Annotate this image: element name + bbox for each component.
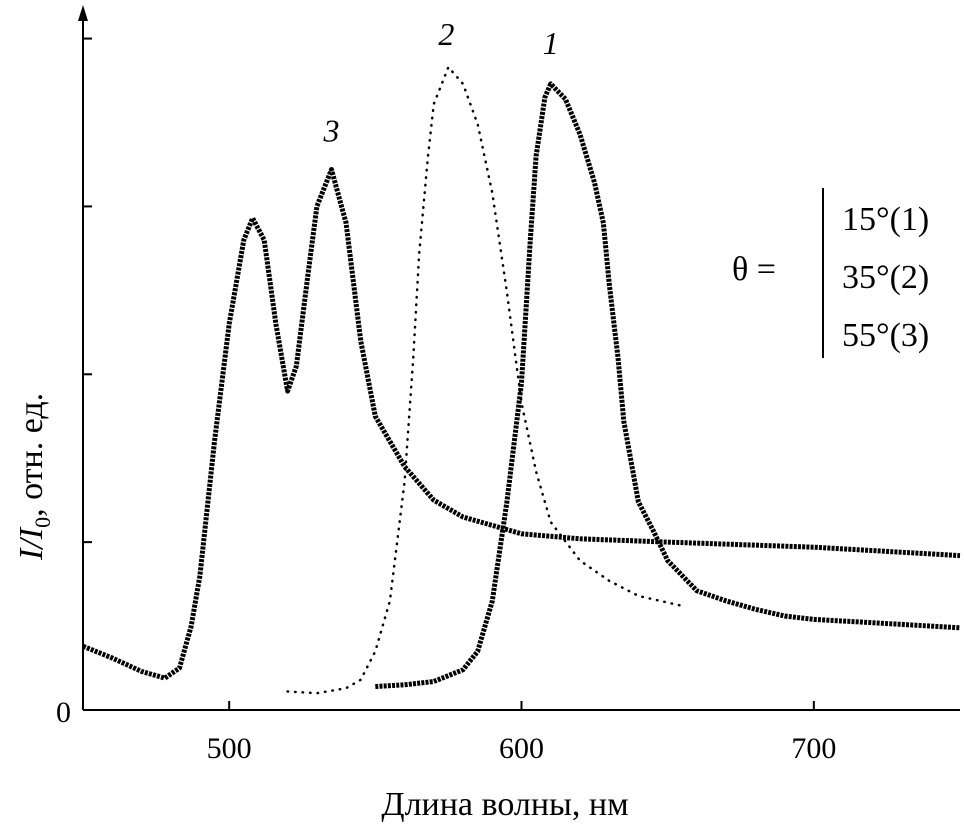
curve-labels: 1 2 3 <box>322 16 558 148</box>
series-group <box>82 65 961 695</box>
x-axis-label: Длина волны, нм <box>381 786 628 823</box>
x-tick-label-600: 600 <box>499 732 544 765</box>
legend-entry-1: 15°(1) <box>842 201 929 238</box>
axes: 500 600 700 0 <box>56 5 960 765</box>
series-2-line <box>286 65 684 695</box>
y-axis-label-rest: , отн. ед. <box>13 393 50 517</box>
series-3-line <box>82 167 961 681</box>
y-axis-arrow <box>78 5 88 21</box>
y-axis-label: I/I0, отн. ед. <box>13 393 55 561</box>
series-1-line <box>375 81 961 689</box>
series-1-label: 1 <box>543 25 559 61</box>
legend-entry-3: 55°(3) <box>842 317 929 354</box>
y-axis-label-main: I/I <box>13 526 50 561</box>
legend: θ = 15°(1) 35°(2) 55°(3) <box>732 188 929 358</box>
y-axis-label-sub: 0 <box>30 517 55 528</box>
y-tick-label-0: 0 <box>56 696 71 729</box>
legend-prefix: θ = <box>732 251 776 288</box>
legend-entry-2: 35°(2) <box>842 259 929 296</box>
x-tick-label-500: 500 <box>207 732 252 765</box>
x-tick-label-700: 700 <box>791 732 836 765</box>
series-3-label: 3 <box>322 113 339 149</box>
series-2-label: 2 <box>438 16 454 52</box>
